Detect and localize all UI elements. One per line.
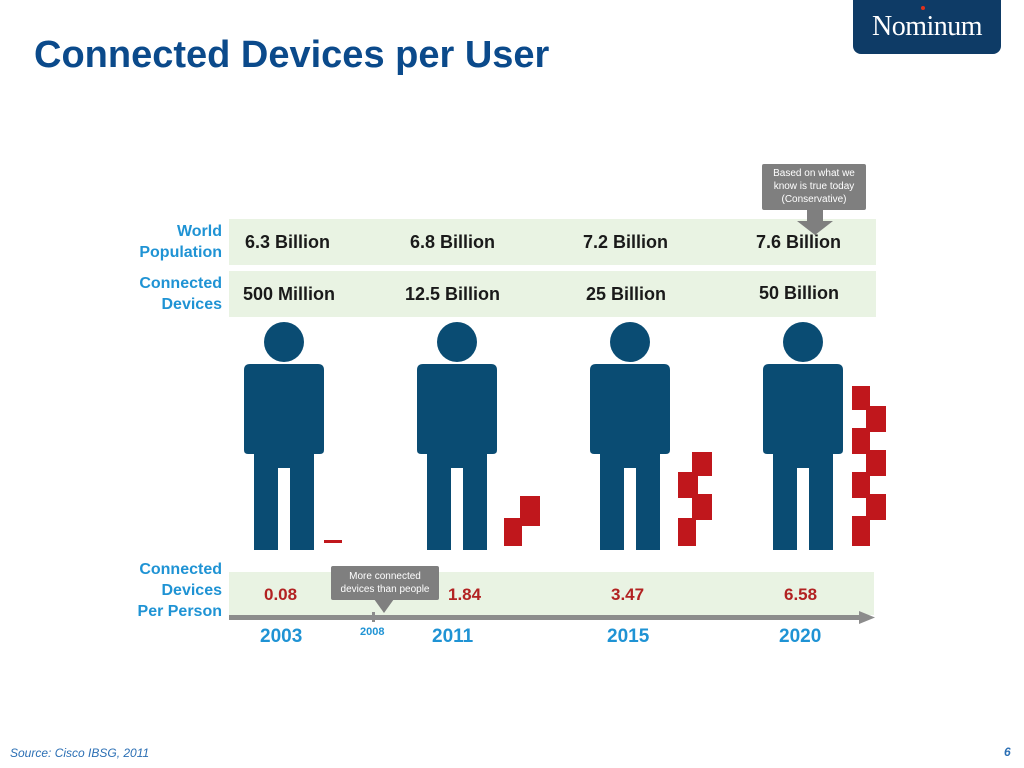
per-person-band xyxy=(229,572,874,615)
callout-line: More connected xyxy=(349,571,421,582)
callout-line: devices than people xyxy=(340,584,430,595)
device-stack-2020-icon xyxy=(852,386,886,546)
row-label-world-population: World Population xyxy=(139,221,222,263)
conservative-callout: Based on what we know is true today (Con… xyxy=(762,164,866,210)
callout-line: Based on what we xyxy=(773,168,855,179)
device-stack-2015-icon xyxy=(678,452,712,546)
person-2020-icon xyxy=(763,322,843,550)
logo-text: Nominum xyxy=(871,11,983,42)
per-person-2015: 3.47 xyxy=(611,585,645,604)
row-label-line: World xyxy=(176,223,222,240)
timeline-arrow-icon xyxy=(229,611,875,624)
year-2020: 2020 xyxy=(779,626,822,647)
per-person-2020: 6.58 xyxy=(784,585,818,604)
logo-dot-icon xyxy=(921,6,925,10)
devices-2020: 50 Billion xyxy=(759,283,840,303)
slide-title: Connected Devices per User xyxy=(34,34,550,76)
devices-2011: 12.5 Billion xyxy=(405,284,501,304)
year-2011: 2011 xyxy=(432,626,474,647)
devices-2015: 25 Billion xyxy=(586,284,667,304)
callout-arrow-small-icon xyxy=(374,599,394,613)
person-2015-icon xyxy=(590,322,670,550)
row-label-devices-per-person: Connected Devices Per Person xyxy=(138,559,222,622)
row-label-line: Connected xyxy=(139,275,222,292)
device-stack-2011-icon xyxy=(504,496,540,546)
callout-line: know is true today xyxy=(773,181,855,192)
page-number: 6 xyxy=(1004,745,1011,759)
year-2008: 2008 xyxy=(360,626,385,638)
person-2003-icon xyxy=(244,322,324,550)
population-2015: 7.2 Billion xyxy=(583,232,669,252)
row-label-line: Connected xyxy=(139,561,222,578)
row-label-line: Devices xyxy=(161,582,223,599)
devices-band xyxy=(229,271,876,317)
device-dash-2003-icon xyxy=(324,540,342,543)
population-2011: 6.8 Billion xyxy=(410,232,496,252)
nominum-logo: Nominum xyxy=(853,0,1001,54)
callout-arrow-down-icon xyxy=(797,210,833,235)
population-band xyxy=(229,219,876,265)
year-2015: 2015 xyxy=(607,626,650,647)
row-label-line: Devices xyxy=(161,296,223,313)
population-2020: 7.6 Billion xyxy=(756,232,842,252)
per-person-2011: 1.84 xyxy=(448,585,482,604)
more-devices-callout: More connected devices than people xyxy=(331,566,439,600)
callout-line: (Conservative) xyxy=(781,194,847,205)
devices-2003: 500 Million xyxy=(243,284,336,304)
row-label-connected-devices: Connected Devices xyxy=(139,273,222,315)
row-label-line: Population xyxy=(139,244,222,261)
year-2003: 2003 xyxy=(260,626,303,647)
population-2003: 6.3 Billion xyxy=(245,232,331,252)
person-2011-icon xyxy=(417,322,497,550)
row-label-line: Per Person xyxy=(137,603,222,620)
source-note: Source: Cisco IBSG, 2011 xyxy=(10,746,150,760)
per-person-2003: 0.08 xyxy=(264,585,298,604)
